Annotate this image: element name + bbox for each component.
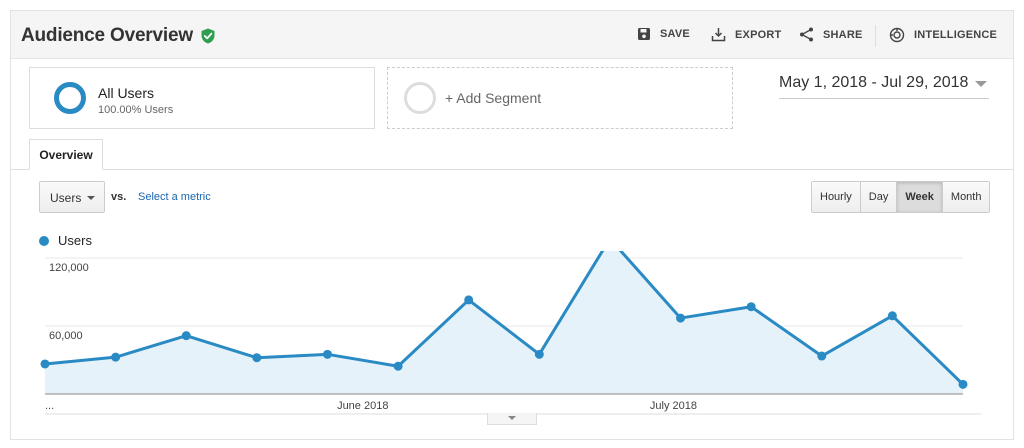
page-title: Audience Overview — [21, 25, 216, 47]
export-button[interactable]: EXPORT — [711, 27, 781, 42]
export-label: EXPORT — [735, 28, 782, 41]
users-data-point — [534, 349, 544, 359]
empty-segment-ring-icon — [404, 82, 436, 114]
intelligence-icon — [889, 27, 905, 43]
users-data-point — [181, 331, 191, 341]
users-data-point — [746, 302, 756, 312]
chevron-down-icon — [508, 416, 516, 420]
page-title-text: Audience Overview — [21, 25, 193, 46]
save-label: SAVE — [660, 28, 690, 40]
y-tick-label: 120,000 — [49, 262, 89, 274]
segment-name: All Users — [98, 85, 155, 101]
verified-shield-icon — [201, 28, 215, 44]
chevron-down-icon — [87, 196, 95, 200]
x-tick-label: ... — [45, 400, 54, 412]
chart-legend: Users — [39, 233, 92, 248]
tab-overview[interactable]: Overview — [29, 139, 103, 170]
chart-expand-toggle[interactable] — [487, 413, 537, 425]
users-data-point — [887, 311, 897, 321]
share-label: SHARE — [823, 28, 863, 41]
metric-dropdown[interactable]: Users — [39, 181, 105, 213]
time-granularity-toggle: Hourly Day Week Month — [811, 181, 991, 213]
segment-all-users[interactable]: All Users 100.00% Users — [29, 67, 375, 129]
save-button[interactable]: SAVE — [637, 27, 690, 41]
users-data-point — [40, 359, 50, 369]
users-data-point — [111, 352, 121, 362]
select-metric-link[interactable]: Select a metric — [138, 191, 211, 203]
legend-users-label: Users — [58, 233, 92, 248]
vs-label: vs. — [111, 191, 127, 203]
audience-overview-panel: Audience Overview SAVE EXPORT — [10, 10, 1014, 440]
users-data-point — [676, 313, 686, 323]
users-data-point — [252, 353, 262, 363]
add-segment-label: + Add Segment — [445, 90, 542, 106]
chevron-down-icon — [975, 81, 987, 87]
x-tick-label: June 2018 — [337, 400, 388, 412]
y-tick-label: 60,000 — [49, 330, 83, 342]
segment-ring-icon — [54, 82, 86, 114]
users-data-point — [322, 349, 332, 359]
intelligence-label: INTELLIGENCE — [914, 29, 998, 41]
users-data-point — [464, 295, 474, 305]
header-divider — [875, 25, 876, 47]
users-series-line — [44, 251, 965, 386]
intelligence-button[interactable]: INTELLIGENCE — [889, 27, 997, 43]
granularity-week-button[interactable]: Week — [897, 182, 943, 212]
tabs-divider — [11, 169, 1013, 170]
metric-dropdown-value: Users — [50, 191, 82, 205]
users-data-point — [958, 379, 968, 389]
save-icon — [638, 28, 650, 40]
segment-percent: 100.00% Users — [98, 104, 174, 116]
export-icon — [711, 28, 726, 42]
users-data-point — [393, 361, 403, 371]
x-tick-label: July 2018 — [650, 400, 697, 412]
users-data-point — [817, 351, 827, 361]
share-button[interactable]: SHARE — [799, 27, 863, 42]
date-range-text: May 1, 2018 - Jul 29, 2018 — [779, 74, 969, 91]
report-header: Audience Overview SAVE EXPORT — [11, 11, 1013, 59]
users-area-fill — [45, 251, 963, 394]
legend-users-dot — [39, 235, 49, 246]
share-icon — [800, 27, 813, 42]
granularity-day-button[interactable]: Day — [860, 182, 898, 212]
users-line-chart: 120,000 60,000... June 2018 July 2018 — [40, 251, 981, 415]
add-segment-button[interactable]: + Add Segment — [387, 67, 733, 129]
granularity-hourly-button[interactable]: Hourly — [812, 182, 861, 212]
date-range-picker[interactable]: May 1, 2018 - Jul 29, 2018 — [779, 73, 989, 99]
granularity-month-button[interactable]: Month — [942, 182, 990, 212]
